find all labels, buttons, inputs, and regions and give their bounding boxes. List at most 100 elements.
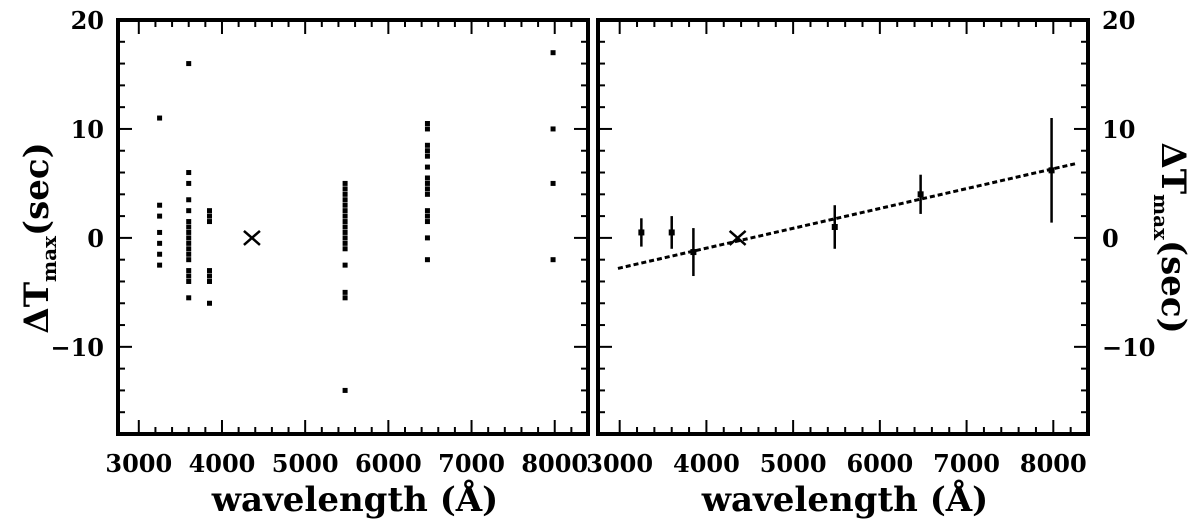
data-point bbox=[207, 300, 213, 306]
right-y-tick-label: 0 bbox=[1102, 224, 1119, 253]
data-point bbox=[186, 229, 192, 235]
data-point bbox=[917, 191, 924, 198]
left-y-tick-label: 0 bbox=[87, 224, 104, 253]
right-panel: 3000 4000 5000 6000 7000 8000 20 10 0 −10 bbox=[586, 6, 1155, 478]
data-point bbox=[186, 246, 192, 252]
data-point bbox=[157, 240, 163, 246]
data-point bbox=[342, 213, 348, 219]
right-x-tick-label: 3000 bbox=[586, 449, 653, 478]
data-point bbox=[186, 219, 192, 225]
data-point bbox=[342, 191, 348, 197]
data-point bbox=[186, 235, 192, 241]
data-point bbox=[342, 180, 348, 186]
data-point bbox=[186, 170, 192, 176]
axis-labels: wavelength (Å) wavelength (Å) ΔTmax(sec)… bbox=[17, 142, 1193, 520]
data-point bbox=[424, 257, 430, 263]
data-point bbox=[424, 126, 430, 132]
reference-cross-point bbox=[728, 229, 747, 246]
data-point bbox=[186, 224, 192, 230]
data-point bbox=[342, 219, 348, 225]
data-point bbox=[186, 273, 192, 279]
data-point bbox=[550, 126, 556, 132]
data-point bbox=[186, 251, 192, 257]
data-point bbox=[424, 175, 430, 181]
data-point bbox=[424, 213, 430, 219]
svg-text:ΔTmax(sec): ΔTmax(sec) bbox=[17, 142, 61, 333]
data-point bbox=[207, 278, 213, 284]
data-point bbox=[550, 180, 556, 186]
data-point bbox=[638, 229, 645, 236]
data-point bbox=[157, 213, 163, 219]
data-point bbox=[1048, 167, 1055, 174]
data-point bbox=[186, 208, 192, 214]
data-point bbox=[186, 268, 192, 274]
data-point bbox=[207, 268, 213, 274]
data-point bbox=[424, 180, 430, 186]
data-point bbox=[424, 186, 430, 192]
right-plot-frame bbox=[596, 18, 1090, 436]
data-point bbox=[186, 180, 192, 186]
right-x-tick-label: 6000 bbox=[846, 449, 913, 478]
data-point bbox=[424, 208, 430, 214]
data-point bbox=[550, 50, 556, 56]
left-y-tick-label: −10 bbox=[50, 333, 104, 362]
right-x-tick-label: 4000 bbox=[673, 449, 740, 478]
data-point bbox=[424, 219, 430, 225]
right-x-tick-label: 8000 bbox=[1020, 449, 1087, 478]
data-point bbox=[186, 61, 192, 67]
left-y-label-main: ΔT bbox=[17, 282, 57, 334]
data-point bbox=[424, 121, 430, 126]
data-point bbox=[207, 208, 213, 214]
data-point bbox=[342, 224, 348, 230]
left-y-tick-label: 10 bbox=[71, 115, 104, 144]
data-point bbox=[342, 246, 348, 252]
data-point bbox=[342, 295, 348, 301]
right-y-label-unit: (sec) bbox=[1153, 240, 1193, 334]
right-x-tick-label: 5000 bbox=[760, 449, 827, 478]
data-point bbox=[157, 115, 163, 121]
right-y-label-main: ΔT bbox=[1153, 142, 1193, 194]
data-point bbox=[207, 273, 213, 279]
left-x-axis-label: wavelength (Å) bbox=[211, 479, 499, 520]
left-x-tick-label: 8000 bbox=[521, 449, 588, 478]
data-point bbox=[668, 229, 675, 236]
left-x-tick-label: 6000 bbox=[355, 449, 422, 478]
right-y-label-sub: max bbox=[1149, 194, 1173, 241]
data-point bbox=[157, 202, 163, 208]
data-point bbox=[342, 208, 348, 214]
left-y-label-unit: (sec) bbox=[17, 142, 57, 236]
right-x-tick-label: 7000 bbox=[933, 449, 1000, 478]
data-point bbox=[424, 148, 430, 154]
data-point bbox=[186, 240, 192, 246]
left-x-tick-label: 5000 bbox=[272, 449, 339, 478]
right-y-axis-label: ΔTmax(sec) bbox=[1149, 142, 1193, 333]
left-plot-frame bbox=[116, 18, 590, 436]
data-point bbox=[424, 164, 430, 170]
data-point bbox=[342, 186, 348, 192]
data-point bbox=[342, 387, 348, 393]
data-point bbox=[342, 240, 348, 246]
data-point bbox=[186, 278, 192, 284]
data-point bbox=[550, 257, 556, 263]
data-point bbox=[831, 224, 838, 230]
data-point bbox=[342, 229, 348, 235]
left-y-label-sub: max bbox=[37, 235, 61, 282]
data-point bbox=[424, 142, 430, 148]
left-panel: 3000 4000 5000 6000 7000 8000 20 10 0 −10 bbox=[50, 6, 590, 478]
data-point bbox=[342, 197, 348, 203]
left-x-tick-label: 3000 bbox=[105, 449, 172, 478]
data-point bbox=[342, 262, 348, 268]
right-y-tick-label: −10 bbox=[1102, 333, 1156, 362]
left-x-tick-label: 7000 bbox=[438, 449, 505, 478]
right-y-tick-label: 10 bbox=[1102, 115, 1135, 144]
data-point bbox=[157, 251, 163, 257]
data-point bbox=[186, 197, 192, 203]
data-point bbox=[157, 229, 163, 235]
data-point bbox=[690, 249, 697, 256]
data-point bbox=[342, 289, 348, 295]
data-point bbox=[424, 153, 430, 159]
data-point bbox=[424, 191, 430, 197]
data-point bbox=[207, 213, 213, 219]
data-point bbox=[186, 295, 192, 301]
